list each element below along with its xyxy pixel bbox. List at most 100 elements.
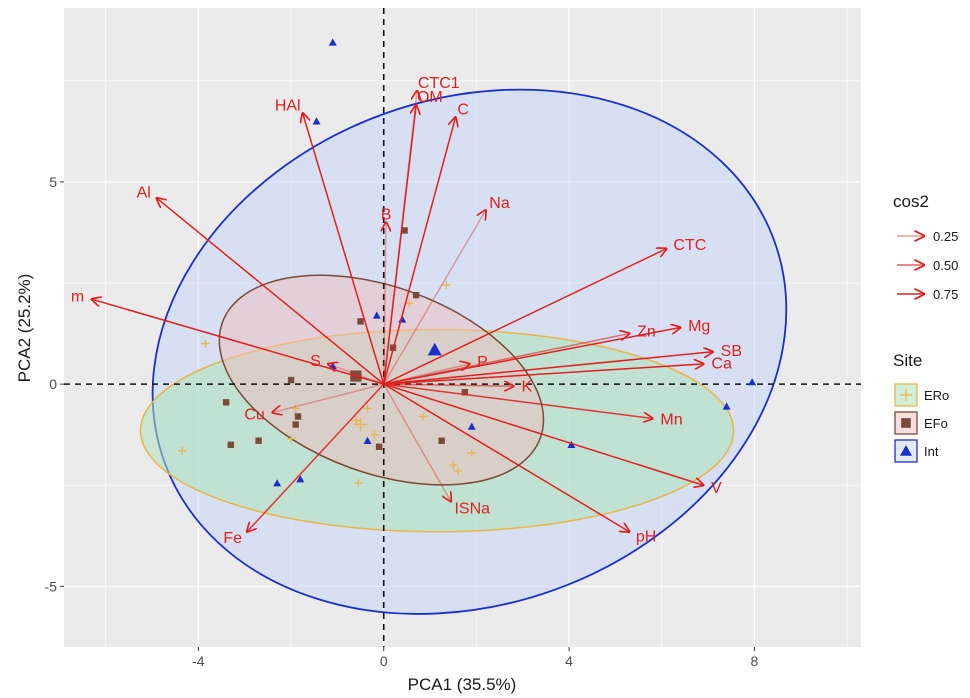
variable-label-B: B — [381, 206, 392, 223]
point-ERo — [442, 281, 451, 290]
y-axis-title: PCA2 (25.2%) — [15, 274, 34, 383]
point-ERo — [419, 412, 428, 421]
site-legend-title: Site — [893, 351, 922, 370]
site-legend-label: ERo — [924, 388, 949, 403]
arrow-P — [383, 364, 470, 385]
point-ERo — [363, 404, 372, 413]
point-ERo — [405, 299, 414, 308]
point-ERo — [467, 448, 476, 457]
y-tick-label: 0 — [49, 376, 57, 392]
point-ERo — [354, 479, 363, 488]
point-EFo — [375, 443, 383, 451]
point-EFo — [255, 437, 262, 444]
point-EFo — [227, 441, 235, 448]
arrow-V — [383, 383, 704, 485]
site-legend: Site ERo EFo Int — [893, 351, 949, 463]
point-EFo — [461, 389, 469, 396]
point-ERo — [453, 467, 462, 476]
point-Int — [312, 117, 321, 125]
variable-label-S: S — [310, 353, 321, 370]
arrow-HAl — [303, 113, 385, 385]
site-legend-marker — [901, 418, 911, 428]
point-Int — [273, 479, 282, 487]
x-tick-label: 4 — [565, 653, 573, 669]
point-Int — [296, 475, 305, 483]
variable-label-pH: pH — [636, 528, 656, 545]
cos2-legend-title: cos2 — [893, 192, 929, 211]
point-EFo — [294, 413, 302, 420]
site-legend-label: Int — [924, 444, 939, 459]
site-legend-label: EFo — [924, 416, 948, 431]
arrow-Zn — [383, 334, 630, 385]
point-EFo — [222, 399, 230, 406]
point-Int — [372, 311, 381, 319]
arrow-Cu — [273, 383, 384, 412]
point-Int — [467, 422, 476, 430]
arrow-CTC — [383, 249, 667, 385]
point-EFo — [292, 421, 299, 428]
variable-label-K: K — [521, 378, 532, 395]
x-tick-label: 0 — [380, 653, 388, 669]
variable-label-CTC: CTC — [673, 237, 706, 254]
arrow-S — [328, 364, 384, 385]
centroid-ERo — [353, 417, 368, 432]
variable-label-V: V — [711, 480, 722, 497]
variable-label-SB: SB — [721, 343, 742, 360]
cos2-legend: cos2 0.25 0.50 0.75 — [893, 192, 958, 302]
x-tick-label: -4 — [192, 653, 205, 669]
variable-label-HAl: HAl — [275, 97, 301, 114]
variable-label-Mn: Mn — [660, 412, 682, 429]
variable-label-Mg: Mg — [688, 318, 710, 335]
point-ERo — [201, 339, 210, 348]
y-tick-label: 5 — [49, 174, 57, 190]
centroid-Int — [427, 342, 442, 356]
arrow-K — [383, 384, 514, 386]
point-Int — [567, 440, 576, 448]
point-Int — [748, 378, 757, 386]
point-EFo — [412, 291, 420, 299]
point-ERo — [370, 430, 379, 439]
x-tick-label: 8 — [751, 653, 759, 669]
arrow-Ca — [383, 364, 704, 385]
site-legend-marker — [900, 445, 912, 456]
point-Int — [722, 402, 731, 410]
variable-arrows — [92, 91, 713, 532]
variable-label-Zn: Zn — [637, 324, 656, 341]
variable-label-C: C — [457, 101, 469, 118]
variable-labels: CTC1 HAl OM C Al B Na CTC m Mg Zn SB S P Ca K Mn Cu V ISNa p… — [71, 75, 742, 547]
point-ERo — [178, 446, 187, 455]
x-axis-title: PCA1 (35.5%) — [408, 675, 517, 694]
cos2-legend-label: 0.75 — [933, 287, 958, 302]
point-EFo — [357, 318, 364, 325]
variable-label-Ca: Ca — [711, 355, 732, 372]
arrow-Fe — [247, 383, 385, 532]
variable-label-P: P — [477, 354, 488, 371]
arrow-B — [384, 222, 386, 385]
point-Int — [363, 436, 372, 444]
arrow-Mn — [383, 383, 653, 418]
reference-lines — [64, 8, 861, 647]
arrow-pH — [383, 383, 630, 532]
point-ERo — [449, 461, 458, 470]
variable-label-OM: OM — [417, 89, 443, 106]
variable-label-Fe: Fe — [223, 530, 242, 547]
variable-label-Al: Al — [137, 185, 151, 202]
site-legend-marker — [900, 389, 912, 401]
arrow-ISNa — [383, 383, 451, 501]
arrow-SB — [383, 352, 713, 385]
arrow-C — [383, 117, 456, 385]
arrow-OM — [382, 105, 416, 385]
point-EFo — [401, 227, 408, 234]
point-ERo — [351, 416, 360, 425]
axis-ticks: -4 0 4 8 -5 0 5 — [45, 174, 759, 669]
variable-label-Cu: Cu — [244, 407, 264, 424]
variable-label-m: m — [71, 289, 84, 306]
variable-label-Na: Na — [489, 195, 510, 212]
cos2-legend-label: 0.50 — [933, 258, 958, 273]
variable-label-ISNa: ISNa — [454, 501, 490, 518]
variable-label-CTC1: CTC1 — [418, 75, 460, 92]
point-EFo — [438, 437, 445, 444]
arrow-Na — [383, 210, 486, 385]
y-tick-label: -5 — [45, 578, 58, 594]
